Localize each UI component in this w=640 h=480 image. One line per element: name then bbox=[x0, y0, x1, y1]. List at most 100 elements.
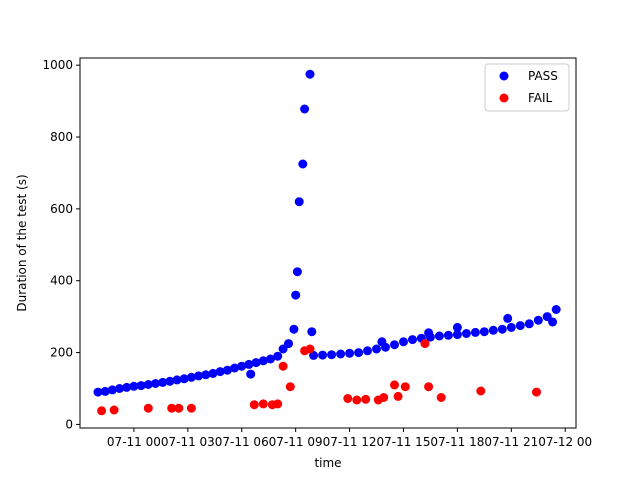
fail-point bbox=[390, 380, 399, 390]
x-tick-label: 07-11 00 bbox=[107, 435, 161, 449]
pass-point bbox=[363, 346, 372, 356]
x-tick-label: 07-11 15 bbox=[377, 435, 431, 449]
pass-point bbox=[298, 159, 308, 169]
y-axis-label: Duration of the test (s) bbox=[15, 174, 29, 311]
pass-point bbox=[318, 350, 328, 360]
pass-point bbox=[503, 313, 513, 323]
pass-point bbox=[258, 356, 268, 366]
pass-point bbox=[244, 359, 254, 369]
legend-pass-label: PASS bbox=[528, 69, 558, 83]
pass-point bbox=[300, 104, 310, 114]
fail-point bbox=[379, 393, 389, 402]
pass-point bbox=[100, 386, 110, 396]
pass-point bbox=[443, 330, 453, 340]
fail-point bbox=[532, 387, 541, 397]
pass-point bbox=[122, 382, 132, 392]
fail-point bbox=[278, 361, 288, 371]
pass-point bbox=[143, 380, 153, 389]
pass-point bbox=[408, 335, 417, 345]
y-tick-label: 0 bbox=[65, 417, 73, 431]
fail-point bbox=[393, 391, 403, 401]
pass-point bbox=[201, 370, 211, 380]
pass-point bbox=[336, 349, 346, 359]
fail-point bbox=[436, 393, 446, 402]
pass-point bbox=[266, 354, 275, 364]
fail-point bbox=[186, 403, 196, 413]
fail-point bbox=[305, 344, 315, 354]
pass-point bbox=[372, 344, 381, 354]
pass-point bbox=[354, 348, 364, 358]
pass-point bbox=[115, 384, 124, 393]
pass-point bbox=[327, 350, 337, 360]
fail-point bbox=[285, 382, 295, 392]
pass-point bbox=[524, 319, 534, 329]
pass-point bbox=[107, 385, 117, 395]
pass-point bbox=[434, 331, 444, 341]
fail-point bbox=[361, 394, 371, 404]
pass-point bbox=[551, 305, 561, 314]
pass-point bbox=[515, 321, 525, 331]
x-tick-label: 07-11 12 bbox=[323, 435, 377, 449]
pass-point bbox=[399, 337, 408, 347]
pass-point bbox=[208, 368, 218, 378]
pass-point bbox=[377, 337, 387, 347]
pass-point bbox=[172, 375, 182, 385]
x-tick-label: 07-11 18 bbox=[430, 435, 484, 449]
pass-point bbox=[194, 371, 204, 381]
pass-point bbox=[452, 322, 462, 332]
pass-point bbox=[251, 358, 261, 368]
fail-point bbox=[476, 386, 486, 396]
pass-point bbox=[307, 327, 317, 337]
pass-point bbox=[158, 377, 168, 387]
legend-pass-marker bbox=[499, 71, 509, 81]
x-tick-label: 07-11 09 bbox=[269, 435, 323, 449]
pass-point bbox=[165, 376, 175, 386]
pass-point bbox=[497, 324, 507, 334]
x-tick-label: 07-11 21 bbox=[484, 435, 538, 449]
pass-point bbox=[136, 381, 146, 391]
x-axis-label: time bbox=[314, 456, 341, 470]
pass-point bbox=[179, 374, 189, 384]
y-tick-label: 400 bbox=[50, 274, 73, 288]
pass-point bbox=[533, 315, 543, 325]
plot-area-frame bbox=[79, 57, 577, 429]
pass-point bbox=[345, 348, 355, 358]
fail-point bbox=[174, 403, 184, 413]
fail-point bbox=[143, 403, 153, 413]
pass-point bbox=[129, 381, 139, 391]
pass-point bbox=[186, 372, 196, 382]
y-tick-label: 600 bbox=[50, 202, 73, 216]
fail-point bbox=[258, 399, 268, 409]
pass-point bbox=[424, 328, 434, 338]
legend-fail-label: FAIL bbox=[528, 91, 553, 105]
legend-fail-marker bbox=[499, 93, 509, 103]
pass-point bbox=[506, 322, 516, 332]
fail-point bbox=[343, 394, 353, 403]
pass-point bbox=[93, 387, 103, 397]
pass-point bbox=[222, 365, 232, 375]
points-layer bbox=[93, 69, 561, 416]
y-tick-label: 800 bbox=[50, 130, 73, 144]
pass-point bbox=[470, 327, 480, 337]
x-tick-label: 07-11 06 bbox=[215, 435, 269, 449]
pass-point bbox=[246, 369, 256, 379]
pass-point bbox=[289, 324, 299, 334]
x-axis: 07-11 00 07-11 03 07-11 06 07-11 09 07-11 12… bbox=[107, 428, 592, 449]
pass-point bbox=[390, 340, 399, 350]
pass-point bbox=[215, 367, 225, 377]
fail-point bbox=[167, 403, 177, 413]
pass-point bbox=[284, 339, 293, 349]
pass-point bbox=[237, 361, 247, 371]
fail-point bbox=[249, 400, 259, 410]
y-axis: 0 200 400 600 800 1000 bbox=[42, 58, 80, 431]
pass-point bbox=[452, 330, 462, 340]
pass-point bbox=[294, 197, 304, 207]
x-tick-label: 07-12 00 bbox=[538, 435, 592, 449]
pass-point bbox=[230, 363, 240, 373]
x-tick-label: 07-11 03 bbox=[161, 435, 215, 449]
pass-point bbox=[305, 69, 315, 79]
pass-point bbox=[479, 327, 489, 337]
pass-point bbox=[291, 290, 301, 300]
fail-point bbox=[352, 395, 362, 405]
